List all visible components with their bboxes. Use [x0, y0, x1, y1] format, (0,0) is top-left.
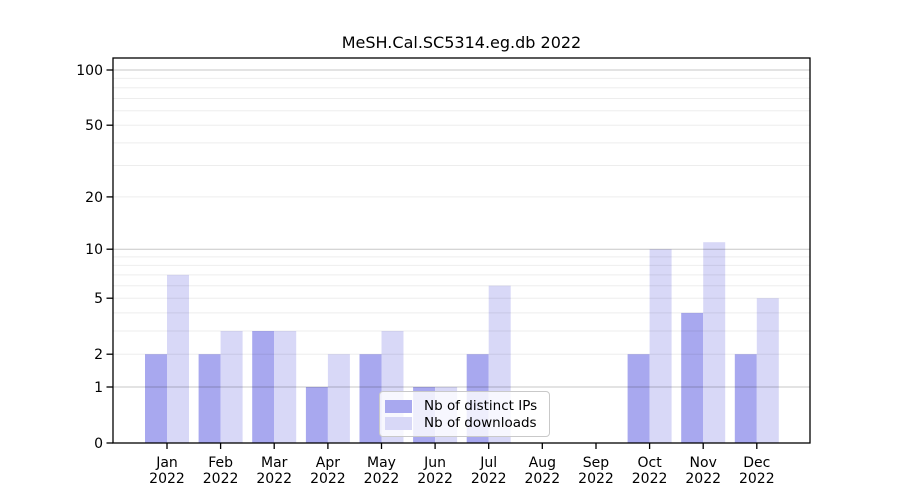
x-tick-label-month: Aug — [529, 455, 556, 471]
bar-distinct-ips-oct — [627, 354, 650, 443]
x-tick-label-month: Apr — [316, 455, 340, 471]
legend-item-distinct-ips: Nb of distinct IPs — [385, 398, 549, 415]
x-tick-label-year: 2022 — [739, 471, 775, 487]
plot-border — [112, 57, 811, 444]
bar-downloads-oct — [649, 249, 672, 443]
chart-title: MeSH.Cal.SC5314.eg.db 2022 — [341, 33, 582, 52]
y-tick-label: 20 — [85, 190, 103, 206]
x-tick-label-month: Jul — [479, 455, 497, 471]
x-tick-label-year: 2022 — [578, 471, 614, 487]
bar-downloads-mar — [274, 331, 297, 443]
y-tick-label: 10 — [85, 242, 103, 258]
y-tick-label: 100 — [76, 63, 103, 79]
bar-downloads-feb — [220, 331, 243, 443]
x-tick-label-year: 2022 — [256, 471, 292, 487]
bar-downloads-jan — [167, 274, 189, 443]
legend-item-downloads: Nb of downloads — [385, 415, 549, 432]
x-tick-label-month: Oct — [637, 455, 662, 471]
x-tick-label-month: Jan — [155, 455, 178, 471]
legend-label-downloads: Nb of downloads — [424, 415, 537, 431]
x-tick-label-month: Mar — [261, 455, 288, 471]
x-tick-label-month: Nov — [690, 455, 717, 471]
y-tick-label: 1 — [94, 380, 103, 396]
bar-downloads-dec — [756, 298, 779, 443]
x-tick-label-year: 2022 — [632, 471, 668, 487]
legend-swatch-distinct-ips-icon — [385, 400, 412, 413]
x-tick-label-year: 2022 — [524, 471, 560, 487]
x-tick-label-year: 2022 — [203, 471, 239, 487]
bar-distinct-ips-jan — [145, 354, 167, 443]
x-tick-label-year: 2022 — [417, 471, 453, 487]
bar-distinct-ips-apr — [305, 387, 328, 443]
bar-distinct-ips-dec — [734, 354, 757, 443]
bar-distinct-ips-may — [359, 354, 382, 443]
bar-downloads-apr — [327, 354, 350, 443]
legend: Nb of distinct IPs Nb of downloads — [379, 391, 550, 437]
axes-layer: 0125102050100Jan2022Feb2022Mar2022Apr202… — [76, 57, 811, 487]
bar-distinct-ips-feb — [198, 354, 221, 443]
bar-distinct-ips-nov — [681, 312, 704, 443]
x-tick-label-month: Feb — [208, 455, 233, 471]
x-tick-label-year: 2022 — [149, 471, 185, 487]
x-tick-label-month: Jun — [423, 455, 446, 471]
legend-swatch-downloads-icon — [385, 417, 412, 430]
y-tick-label: 50 — [85, 118, 103, 134]
gridlines-layer — [113, 69, 810, 388]
x-tick-label-year: 2022 — [471, 471, 507, 487]
legend-label-distinct-ips: Nb of distinct IPs — [424, 398, 538, 414]
x-tick-label-year: 2022 — [685, 471, 721, 487]
bar-distinct-ips-mar — [252, 331, 275, 443]
x-tick-label-month: May — [367, 455, 396, 471]
y-tick-label: 0 — [94, 436, 103, 452]
bar-downloads-nov — [703, 242, 726, 443]
x-tick-label-month: Dec — [743, 455, 770, 471]
x-tick-label-year: 2022 — [364, 471, 400, 487]
x-tick-label-month: Sep — [583, 455, 610, 471]
y-tick-label: 5 — [94, 291, 103, 307]
y-tick-label: 2 — [94, 347, 103, 363]
x-tick-label-year: 2022 — [310, 471, 346, 487]
